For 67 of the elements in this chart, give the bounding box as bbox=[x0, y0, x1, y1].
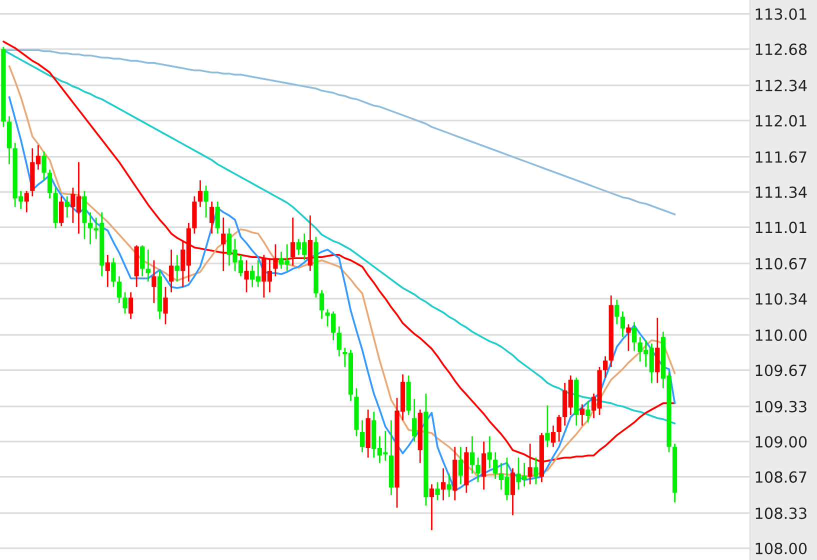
candlestick bbox=[586, 400, 590, 424]
y-tick-label: 113.01 bbox=[756, 8, 806, 20]
y-tick-label: 112.34 bbox=[756, 80, 807, 92]
candlestick bbox=[360, 420, 365, 453]
candlestick bbox=[487, 436, 492, 469]
candlestick bbox=[273, 244, 278, 277]
candlestick bbox=[209, 200, 214, 234]
candlestick bbox=[244, 260, 249, 293]
candlestick bbox=[550, 424, 556, 448]
candlestick bbox=[510, 468, 516, 516]
candlestick bbox=[152, 260, 156, 304]
candlestick bbox=[221, 216, 226, 272]
candlestick bbox=[319, 289, 324, 320]
candlestick bbox=[603, 356, 608, 378]
candlestick bbox=[446, 472, 452, 498]
candlestick bbox=[556, 414, 562, 442]
candlestick bbox=[64, 196, 70, 218]
candlestick bbox=[174, 254, 180, 282]
y-tick-label: 111.67 bbox=[756, 151, 806, 163]
candlestick bbox=[534, 456, 538, 485]
candlestick bbox=[620, 310, 625, 338]
candlestick bbox=[88, 212, 93, 245]
candlestick bbox=[163, 286, 168, 325]
y-tick-label: 110.34 bbox=[756, 293, 807, 305]
candlestick bbox=[336, 326, 342, 357]
candlestick bbox=[632, 321, 637, 352]
y-tick-label: 108.67 bbox=[756, 471, 806, 483]
candlestick bbox=[24, 190, 29, 213]
candlestick bbox=[122, 292, 128, 314]
candlestick bbox=[429, 484, 434, 531]
candlestick bbox=[198, 180, 203, 208]
candlestick bbox=[105, 254, 110, 288]
candlestick bbox=[59, 196, 64, 227]
y-tick-label: 111.01 bbox=[756, 222, 806, 234]
candlestick bbox=[47, 168, 52, 200]
candlestick bbox=[481, 440, 486, 490]
candlestick bbox=[545, 404, 550, 448]
candlestick bbox=[116, 276, 122, 304]
candlestick bbox=[458, 446, 463, 485]
y-tick-label: 108.00 bbox=[756, 542, 807, 554]
y-tick-label: 112.01 bbox=[756, 115, 806, 127]
candlestick bbox=[204, 184, 208, 218]
y-tick-label: 110.00 bbox=[756, 329, 807, 341]
y-tick-label: 111.34 bbox=[756, 186, 807, 198]
candlestick bbox=[42, 150, 46, 181]
candlestick bbox=[290, 216, 296, 266]
y-tick-label: 112.68 bbox=[756, 44, 807, 56]
candlestick bbox=[168, 248, 174, 293]
candlestick bbox=[111, 257, 116, 288]
candlestick bbox=[580, 404, 584, 426]
candlestick bbox=[614, 299, 620, 325]
candlestick bbox=[215, 200, 220, 234]
y-tick-label: 110.67 bbox=[756, 258, 806, 270]
candlestick bbox=[440, 468, 446, 501]
candlestick bbox=[493, 452, 498, 480]
candlestick bbox=[435, 481, 440, 501]
y-tick-label: 109.33 bbox=[756, 400, 806, 412]
candlestick bbox=[128, 292, 134, 320]
y-tick-label: 109.67 bbox=[756, 364, 806, 376]
candlestick bbox=[476, 456, 480, 483]
candlestick bbox=[626, 324, 631, 352]
candlestick bbox=[412, 398, 417, 442]
candlestick bbox=[140, 244, 145, 277]
y-tick-label: 108.33 bbox=[756, 508, 806, 520]
candlestick bbox=[146, 248, 150, 282]
candlestick bbox=[470, 436, 475, 474]
y-tick-label: 109.00 bbox=[756, 436, 807, 448]
